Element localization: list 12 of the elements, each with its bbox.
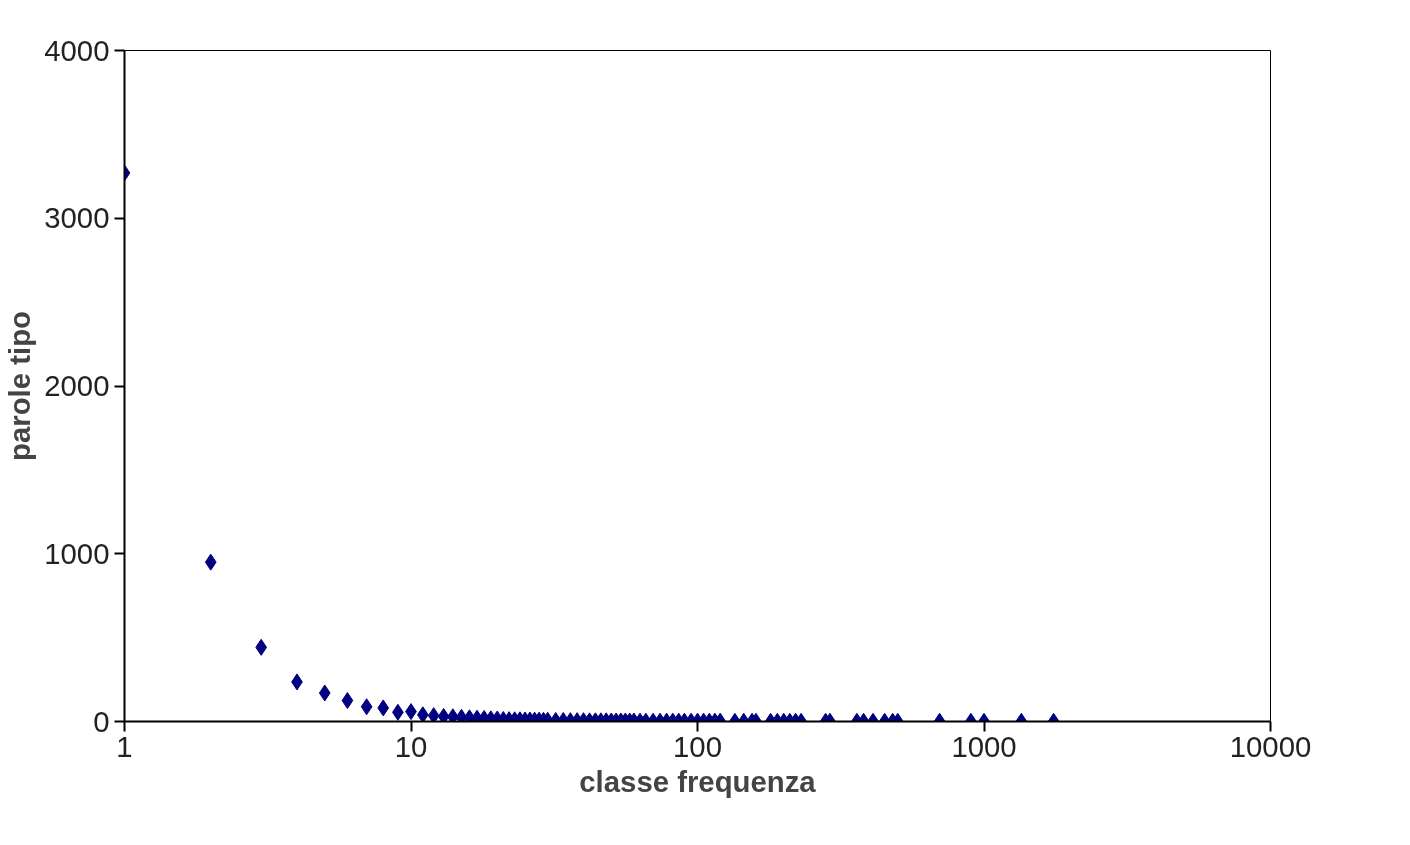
x-tick-label: 10: [394, 729, 428, 763]
y-tick-label: 1000: [44, 536, 110, 570]
y-tick-label: 2000: [44, 369, 110, 402]
y-tick-label: 0: [93, 704, 110, 738]
y-tick-label: 3000: [44, 201, 110, 235]
y-axis-title: parole tipo: [3, 311, 37, 461]
x-tick-label: 1000: [951, 729, 1017, 763]
x-tick-label: 100: [673, 729, 722, 763]
y-tick-label: 4000: [44, 33, 110, 67]
x-tick-label: 1: [116, 729, 133, 763]
x-tick-label: 10000: [1229, 729, 1312, 763]
x-axis-title: classe frequenza: [579, 764, 817, 798]
